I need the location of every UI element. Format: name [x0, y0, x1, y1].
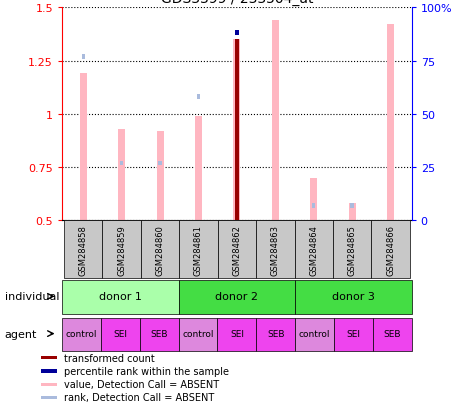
Bar — [294, 221, 332, 279]
Bar — [81, 55, 85, 59]
Text: control: control — [182, 329, 213, 338]
Bar — [310, 178, 317, 221]
Bar — [158, 161, 162, 166]
Bar — [256, 318, 295, 351]
Bar — [140, 318, 178, 351]
Bar — [179, 221, 217, 279]
Text: control: control — [298, 329, 330, 338]
Bar — [311, 204, 315, 209]
Text: GSM284859: GSM284859 — [117, 225, 126, 275]
Bar — [178, 318, 217, 351]
Text: value, Detection Call = ABSENT: value, Detection Call = ABSENT — [63, 379, 218, 389]
Text: percentile rank within the sample: percentile rank within the sample — [63, 366, 228, 376]
Bar — [120, 161, 123, 166]
Bar — [234, 40, 239, 221]
Bar — [271, 21, 278, 221]
Bar — [196, 95, 200, 100]
Text: SEB: SEB — [150, 329, 168, 338]
Bar — [217, 318, 256, 351]
Bar — [101, 318, 140, 351]
Bar — [370, 221, 409, 279]
Text: GSM284864: GSM284864 — [308, 225, 318, 275]
Bar — [62, 318, 101, 351]
Text: individual: individual — [5, 292, 59, 301]
Bar — [41, 382, 57, 386]
Bar — [156, 132, 163, 221]
Text: donor 3: donor 3 — [331, 292, 374, 301]
Bar — [41, 356, 57, 360]
Bar — [386, 25, 393, 221]
Bar — [256, 221, 294, 279]
Bar — [234, 31, 239, 36]
Bar — [295, 318, 333, 351]
Bar — [64, 221, 102, 279]
Text: GSM284858: GSM284858 — [78, 225, 88, 275]
Title: GDS3399 / 233504_at: GDS3399 / 233504_at — [160, 0, 313, 6]
Text: donor 2: donor 2 — [215, 292, 258, 301]
Text: GSM284866: GSM284866 — [385, 224, 394, 275]
Text: donor 1: donor 1 — [99, 292, 141, 301]
Bar — [140, 221, 179, 279]
Text: SEI: SEI — [346, 329, 360, 338]
Text: GSM284863: GSM284863 — [270, 224, 279, 275]
Bar — [41, 396, 57, 399]
Bar — [348, 204, 355, 221]
Text: agent: agent — [5, 329, 37, 339]
Bar — [217, 221, 256, 279]
Text: GSM284865: GSM284865 — [347, 225, 356, 275]
Bar — [178, 281, 295, 314]
Bar — [372, 318, 411, 351]
Text: SEB: SEB — [266, 329, 284, 338]
Text: rank, Detection Call = ABSENT: rank, Detection Call = ABSENT — [63, 392, 213, 402]
Bar — [79, 74, 86, 221]
Bar — [233, 40, 240, 221]
Bar — [41, 370, 57, 373]
Bar — [102, 221, 140, 279]
Text: control: control — [66, 329, 97, 338]
Bar — [195, 117, 202, 221]
Bar — [62, 281, 178, 314]
Text: SEI: SEI — [113, 329, 127, 338]
Text: GSM284860: GSM284860 — [155, 225, 164, 275]
Bar — [333, 318, 372, 351]
Text: GSM284861: GSM284861 — [194, 225, 202, 275]
Text: SEI: SEI — [230, 329, 243, 338]
Bar — [295, 281, 411, 314]
Bar — [332, 221, 370, 279]
Text: SEB: SEB — [383, 329, 400, 338]
Text: GSM284862: GSM284862 — [232, 225, 241, 275]
Bar — [350, 204, 353, 209]
Text: transformed count: transformed count — [63, 353, 154, 363]
Bar — [118, 130, 125, 221]
